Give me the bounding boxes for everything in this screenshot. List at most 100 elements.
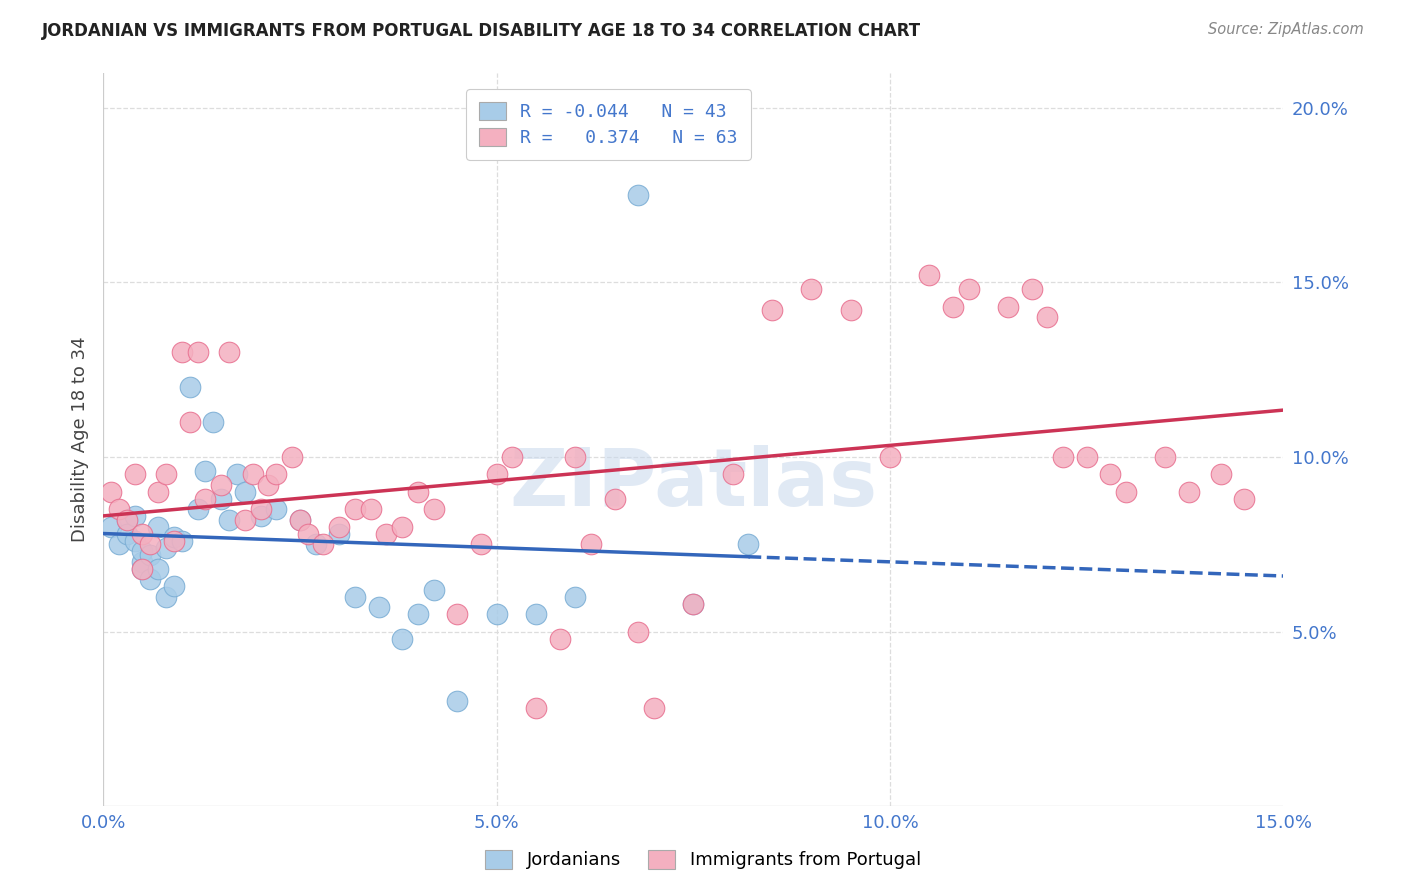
Point: [242, 467, 264, 482]
Point: [194, 464, 217, 478]
Point: [422, 582, 444, 597]
Point: [446, 694, 468, 708]
Point: [209, 478, 232, 492]
Point: [209, 491, 232, 506]
Point: [218, 513, 240, 527]
Point: [194, 491, 217, 506]
Point: [485, 467, 508, 482]
Point: [682, 597, 704, 611]
Point: [249, 502, 271, 516]
Point: [264, 502, 287, 516]
Point: [485, 607, 508, 621]
Point: [391, 520, 413, 534]
Point: [997, 300, 1019, 314]
Point: [304, 537, 326, 551]
Point: [264, 467, 287, 482]
Point: [627, 624, 650, 639]
Point: [1209, 467, 1232, 482]
Point: [643, 701, 665, 715]
Point: [288, 513, 311, 527]
Point: [187, 345, 209, 359]
Point: [233, 513, 256, 527]
Point: [131, 544, 153, 558]
Point: [155, 590, 177, 604]
Point: [548, 632, 571, 646]
Point: [257, 478, 280, 492]
Point: [187, 502, 209, 516]
Point: [139, 548, 162, 562]
Point: [1076, 450, 1098, 464]
Point: [249, 509, 271, 524]
Point: [446, 607, 468, 621]
Point: [470, 537, 492, 551]
Point: [148, 562, 170, 576]
Point: [179, 415, 201, 429]
Point: [1021, 282, 1043, 296]
Point: [328, 520, 350, 534]
Point: [737, 537, 759, 551]
Point: [800, 282, 823, 296]
Point: [1154, 450, 1177, 464]
Point: [839, 303, 862, 318]
Point: [360, 502, 382, 516]
Point: [367, 600, 389, 615]
Point: [343, 502, 366, 516]
Point: [124, 509, 146, 524]
Point: [761, 303, 783, 318]
Point: [1052, 450, 1074, 464]
Point: [879, 450, 901, 464]
Point: [131, 562, 153, 576]
Point: [1099, 467, 1122, 482]
Point: [148, 484, 170, 499]
Point: [108, 537, 131, 551]
Point: [391, 632, 413, 646]
Point: [288, 513, 311, 527]
Point: [115, 513, 138, 527]
Point: [139, 537, 162, 551]
Point: [115, 526, 138, 541]
Point: [603, 491, 626, 506]
Point: [218, 345, 240, 359]
Point: [1233, 491, 1256, 506]
Point: [564, 450, 586, 464]
Point: [163, 579, 186, 593]
Point: [297, 526, 319, 541]
Legend: R = -0.044   N = 43, R =   0.374   N = 63: R = -0.044 N = 43, R = 0.374 N = 63: [467, 89, 751, 160]
Point: [406, 607, 429, 621]
Point: [108, 502, 131, 516]
Point: [375, 526, 398, 541]
Point: [155, 467, 177, 482]
Point: [202, 415, 225, 429]
Point: [682, 597, 704, 611]
Point: [124, 533, 146, 548]
Text: JORDANIAN VS IMMIGRANTS FROM PORTUGAL DISABILITY AGE 18 TO 34 CORRELATION CHART: JORDANIAN VS IMMIGRANTS FROM PORTUGAL DI…: [42, 22, 921, 40]
Point: [343, 590, 366, 604]
Point: [131, 555, 153, 569]
Point: [131, 562, 153, 576]
Text: Source: ZipAtlas.com: Source: ZipAtlas.com: [1208, 22, 1364, 37]
Point: [564, 590, 586, 604]
Point: [148, 520, 170, 534]
Point: [131, 526, 153, 541]
Text: ZIPatlas: ZIPatlas: [509, 444, 877, 523]
Point: [918, 268, 941, 283]
Point: [721, 467, 744, 482]
Point: [524, 607, 547, 621]
Point: [942, 300, 965, 314]
Point: [1115, 484, 1137, 499]
Point: [115, 513, 138, 527]
Point: [100, 520, 122, 534]
Point: [501, 450, 523, 464]
Point: [1036, 310, 1059, 325]
Point: [170, 533, 193, 548]
Point: [1178, 484, 1201, 499]
Point: [281, 450, 304, 464]
Point: [328, 526, 350, 541]
Point: [163, 530, 186, 544]
Point: [422, 502, 444, 516]
Y-axis label: Disability Age 18 to 34: Disability Age 18 to 34: [72, 336, 89, 542]
Point: [233, 484, 256, 499]
Point: [139, 572, 162, 586]
Point: [627, 188, 650, 202]
Point: [179, 380, 201, 394]
